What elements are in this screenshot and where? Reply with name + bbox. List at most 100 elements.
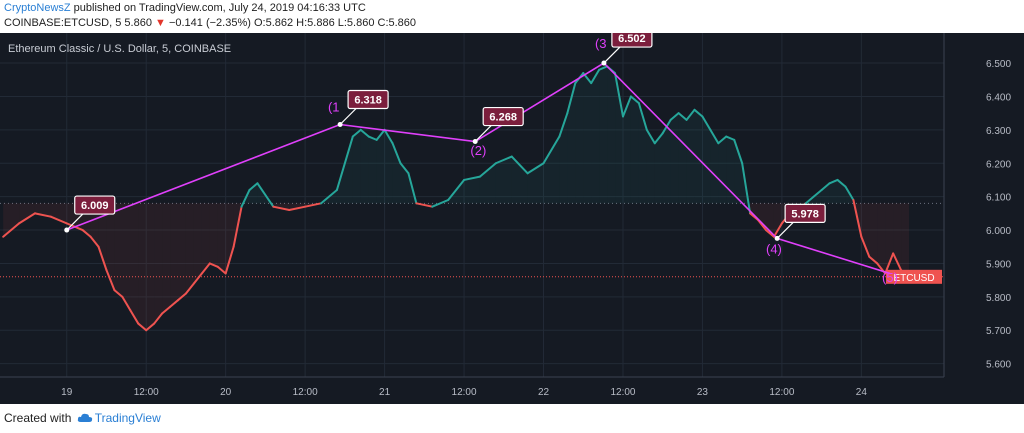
chart-title: Ethereum Classic / U.S. Dollar, 5, COINB… xyxy=(8,43,231,55)
price-segment xyxy=(510,155,529,175)
price-segment xyxy=(240,188,251,208)
price-segment xyxy=(153,312,164,325)
price-area xyxy=(559,113,568,204)
y-tick-label: 6.400 xyxy=(986,92,1011,103)
price-segment xyxy=(614,72,624,118)
x-tick-label: 12:00 xyxy=(610,387,635,398)
callout-pointer xyxy=(776,221,794,239)
callout-anchor xyxy=(472,139,478,145)
price-area xyxy=(352,129,361,204)
callout-anchor xyxy=(64,227,70,233)
price-area xyxy=(734,139,743,204)
price-axis[interactable] xyxy=(944,33,1024,404)
price-area xyxy=(654,133,663,204)
price-segment xyxy=(637,102,648,131)
price-callout[interactable] xyxy=(482,106,524,127)
price-area xyxy=(185,203,194,294)
price-area xyxy=(384,129,393,204)
price-segment xyxy=(772,222,783,238)
price-segment xyxy=(2,222,21,238)
price-segment xyxy=(391,142,402,165)
price-area xyxy=(495,156,512,204)
callout-pointer xyxy=(66,213,84,231)
wave-label: (2) xyxy=(470,143,486,158)
price-segment xyxy=(765,229,775,238)
x-tick-label: 23 xyxy=(697,387,709,398)
price-area xyxy=(170,203,178,307)
price-segment xyxy=(288,205,307,212)
price-segment xyxy=(33,212,52,218)
price-area xyxy=(209,203,218,267)
publish-info: CryptoNewsZ published on TradingView.com… xyxy=(4,2,366,14)
price-segment xyxy=(892,252,903,272)
price-segment xyxy=(629,95,640,105)
price-area xyxy=(106,203,115,291)
price-chart[interactable]: Ethereum Classic / U.S. Dollar, 5, COINB… xyxy=(0,33,1024,404)
price-segment xyxy=(137,322,148,332)
price-callout-label: 5.978 xyxy=(791,208,819,220)
price-area xyxy=(154,203,163,324)
price-segment xyxy=(820,182,831,191)
price-area xyxy=(630,96,639,204)
price-area xyxy=(869,203,878,264)
price-segment xyxy=(272,205,291,212)
price-area xyxy=(511,156,528,204)
price-segment xyxy=(121,295,132,312)
price-segment xyxy=(709,128,720,145)
price-callout-label: 6.318 xyxy=(354,95,382,107)
created-with-text: Created with xyxy=(4,411,72,425)
price-segment xyxy=(399,162,410,175)
price-segment xyxy=(176,292,187,302)
price-area xyxy=(543,136,560,204)
author-name[interactable]: CryptoNewsZ xyxy=(4,2,71,14)
price-callout[interactable] xyxy=(74,195,116,215)
published-text: published on TradingView.com, July 24, 2… xyxy=(70,2,366,14)
price-area xyxy=(138,203,147,331)
callout-anchor xyxy=(774,235,780,241)
x-tick-label: 22 xyxy=(538,387,550,398)
price-segment xyxy=(693,108,704,118)
price-area xyxy=(193,203,202,284)
price-segment xyxy=(97,245,108,272)
elliott-wave-line xyxy=(66,62,891,275)
price-area xyxy=(146,203,155,331)
callout-anchor xyxy=(337,122,343,128)
price-area xyxy=(400,163,409,204)
callout-pointer xyxy=(603,46,621,64)
price-segment xyxy=(741,162,752,215)
price-area xyxy=(464,176,480,204)
price-area xyxy=(877,203,886,274)
price-segment xyxy=(256,182,275,208)
price-segment xyxy=(804,195,815,205)
chart-panel[interactable]: Ethereum Classic / U.S. Dollar, 5, COINB… xyxy=(0,33,1024,404)
price-segment xyxy=(621,95,632,118)
price-segment xyxy=(359,128,370,138)
price-segment xyxy=(558,112,569,138)
price-area xyxy=(750,203,759,221)
price-callout[interactable] xyxy=(611,33,653,48)
y-tick-label: 6.100 xyxy=(986,193,1011,204)
x-tick-label: 12:00 xyxy=(134,387,159,398)
price-segment xyxy=(645,128,656,145)
price-area xyxy=(622,96,631,204)
price-segment xyxy=(18,212,36,225)
y-tick-label: 5.600 xyxy=(986,360,1011,371)
tradingview-brand[interactable]: TradingView xyxy=(94,411,161,425)
price-area xyxy=(360,129,369,204)
price-segment xyxy=(415,202,434,208)
price-callout[interactable] xyxy=(347,89,389,110)
price-segment xyxy=(685,108,696,121)
price-segment xyxy=(351,128,362,138)
price-callout[interactable] xyxy=(784,203,826,223)
price-segment xyxy=(335,135,354,191)
price-segment xyxy=(844,185,855,201)
price-area xyxy=(702,116,711,204)
price-area xyxy=(694,109,703,204)
y-tick-label: 6.500 xyxy=(986,59,1011,70)
price-area xyxy=(162,203,171,314)
y-tick-label: 5.700 xyxy=(986,326,1011,337)
price-segment xyxy=(653,132,664,145)
footer: Created with TradingView xyxy=(4,411,161,425)
price-area xyxy=(638,103,647,204)
price-segment xyxy=(81,229,92,238)
